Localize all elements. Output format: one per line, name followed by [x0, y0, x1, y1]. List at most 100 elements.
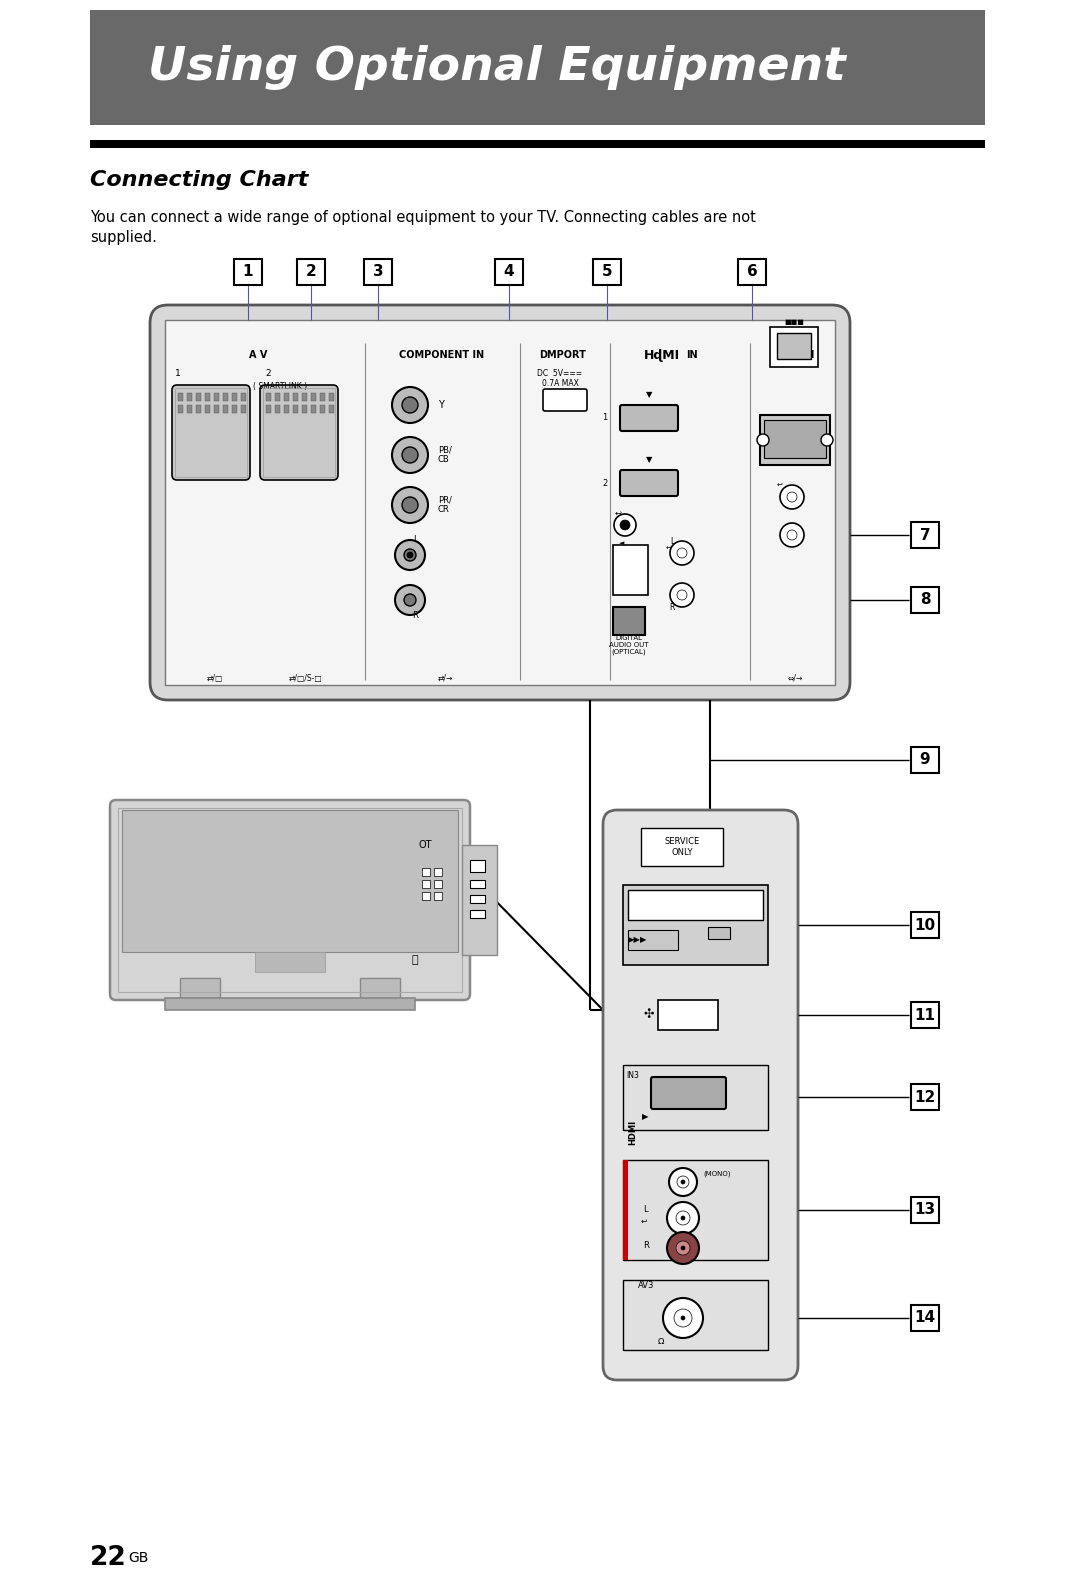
Text: 1: 1 — [243, 265, 253, 279]
Text: supplied.: supplied. — [90, 230, 157, 245]
Text: R: R — [413, 610, 418, 619]
Text: 4: 4 — [503, 265, 514, 279]
Bar — [187, 392, 192, 402]
Bar — [912, 522, 939, 548]
Bar — [241, 392, 246, 402]
Circle shape — [404, 594, 416, 607]
Circle shape — [670, 583, 694, 607]
Bar — [623, 885, 768, 966]
Text: GB: GB — [129, 1551, 148, 1566]
Text: 12: 12 — [915, 1089, 935, 1105]
Text: ■■■: ■■■ — [784, 319, 804, 326]
FancyBboxPatch shape — [651, 1077, 726, 1108]
Text: PB/
CB: PB/ CB — [438, 446, 451, 464]
Circle shape — [787, 492, 797, 502]
Text: You can connect a wide range of optional equipment to your TV. Connecting cables: You can connect a wide range of optional… — [90, 210, 756, 225]
Circle shape — [402, 397, 418, 413]
Text: Y: Y — [438, 400, 444, 410]
Circle shape — [677, 1177, 689, 1188]
Bar — [912, 912, 939, 939]
Bar — [329, 392, 334, 402]
Bar — [90, 10, 985, 125]
Circle shape — [780, 522, 804, 546]
Text: 5: 5 — [602, 265, 612, 279]
Bar — [623, 1280, 768, 1350]
Bar — [241, 405, 246, 413]
Bar — [434, 869, 442, 877]
Text: 1: 1 — [603, 413, 608, 422]
Text: HDMI: HDMI — [629, 1120, 637, 1145]
Text: OΤ: OΤ — [418, 840, 432, 850]
Bar — [205, 392, 210, 402]
Text: 0.7A MAX: 0.7A MAX — [541, 380, 579, 389]
Bar — [90, 140, 985, 148]
Circle shape — [821, 434, 833, 446]
Bar — [627, 889, 762, 919]
Text: AV3: AV3 — [638, 1280, 654, 1289]
Text: ↩: ↩ — [778, 483, 783, 488]
Circle shape — [620, 519, 630, 530]
Bar — [302, 392, 307, 402]
Bar — [627, 931, 678, 950]
Bar — [275, 405, 280, 413]
Text: 9: 9 — [920, 753, 930, 767]
Text: PR/
CR: PR/ CR — [438, 495, 451, 515]
Bar — [708, 927, 730, 939]
FancyBboxPatch shape — [110, 800, 470, 1000]
Text: IN: IN — [686, 349, 698, 360]
Text: 13: 13 — [915, 1202, 935, 1218]
Bar — [320, 405, 325, 413]
Circle shape — [757, 434, 769, 446]
Text: Using Optional Equipment: Using Optional Equipment — [148, 46, 846, 91]
Circle shape — [681, 1180, 685, 1185]
Circle shape — [404, 549, 416, 561]
Bar — [658, 1000, 718, 1031]
Bar — [293, 392, 298, 402]
Text: ▼: ▼ — [646, 391, 652, 400]
Circle shape — [677, 548, 687, 557]
Bar — [912, 1197, 939, 1223]
Bar — [284, 405, 289, 413]
Text: ↩: ↩ — [666, 545, 672, 551]
Text: Connecting Chart: Connecting Chart — [90, 170, 309, 191]
Circle shape — [681, 1247, 685, 1250]
Bar — [623, 1159, 768, 1259]
Bar — [232, 405, 237, 413]
Text: 22: 22 — [90, 1545, 126, 1571]
Bar — [222, 405, 228, 413]
Text: DC  5V===: DC 5V=== — [538, 368, 582, 378]
FancyBboxPatch shape — [172, 384, 249, 480]
Bar — [613, 545, 648, 596]
Bar — [462, 845, 497, 954]
Text: 8: 8 — [920, 592, 930, 608]
Bar — [293, 405, 298, 413]
Text: ⇄/□: ⇄/□ — [207, 673, 224, 683]
Circle shape — [677, 591, 687, 600]
Bar — [214, 392, 219, 402]
Bar — [266, 392, 271, 402]
Text: HɖMI: HɖMI — [644, 348, 680, 362]
Bar — [266, 405, 271, 413]
Bar — [470, 910, 485, 918]
Bar — [178, 392, 183, 402]
Bar — [175, 387, 247, 476]
Text: 6: 6 — [746, 265, 757, 279]
Circle shape — [787, 530, 797, 540]
Text: 14: 14 — [915, 1310, 935, 1326]
Bar — [232, 392, 237, 402]
Text: 3: 3 — [373, 265, 383, 279]
Text: DMPORT: DMPORT — [540, 349, 586, 360]
Circle shape — [667, 1202, 699, 1234]
Circle shape — [395, 540, 426, 570]
Circle shape — [392, 488, 428, 522]
Bar — [912, 746, 939, 773]
Bar — [165, 997, 415, 1010]
Bar — [760, 414, 831, 465]
Bar — [214, 405, 219, 413]
Bar — [642, 827, 723, 865]
Text: ⇄/→: ⇄/→ — [437, 673, 453, 683]
Circle shape — [392, 387, 428, 422]
Bar — [470, 861, 485, 872]
Circle shape — [392, 437, 428, 473]
Text: A V: A V — [248, 349, 267, 360]
